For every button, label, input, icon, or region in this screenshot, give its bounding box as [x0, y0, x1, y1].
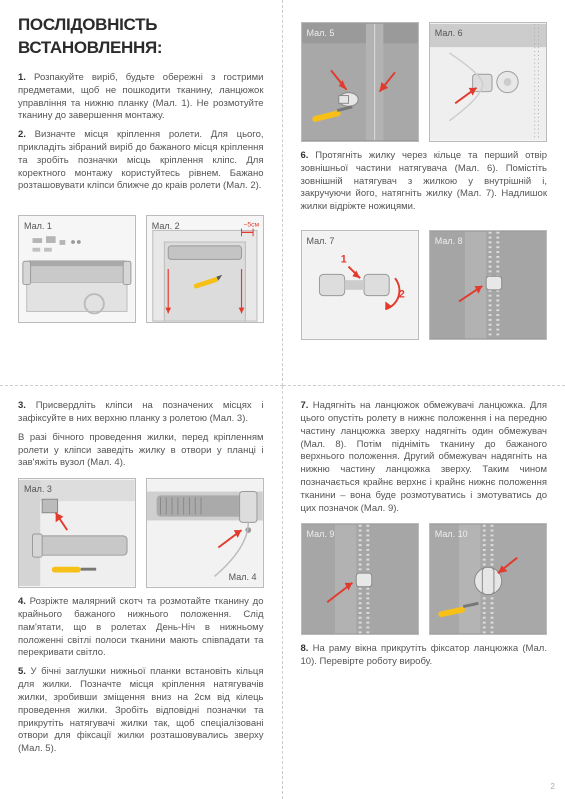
svg-text:~5см: ~5см: [243, 222, 259, 229]
page-number: 2: [551, 782, 555, 793]
step-3-text: 3. Присвердліть кліпси на позначених міс…: [18, 400, 264, 426]
figure-3: Мал. 3: [18, 478, 136, 588]
quadrant-2: Мал. 5: [283, 0, 565, 386]
figure-3-label: Мал. 3: [24, 483, 52, 495]
figure-2-label: Мал. 2: [152, 220, 180, 232]
step-4-text: 4. Розріжте малярний скотч та розмотайте…: [18, 596, 264, 660]
quadrant-1: ПОСЛІДОВНІСТЬ ВСТАНОВЛЕННЯ: 1. Розпакуйт…: [0, 0, 283, 386]
figure-7-label: Мал. 7: [307, 235, 335, 247]
step-1-text: 1. Розпакуйте виріб, будьте обережні з г…: [18, 72, 264, 123]
figure-10: Мал. 10: [429, 523, 547, 635]
step-7-text: 7. Надягніть на ланцюжок обмежувачі ланц…: [301, 400, 548, 515]
step-6-text: 6. Протягніть жилку через кільце та перш…: [301, 150, 548, 214]
quadrant-4: 7. Надягніть на ланцюжок обмежувачі ланц…: [283, 386, 565, 799]
figure-6: Мал. 6: [429, 22, 547, 142]
page-title: ПОСЛІДОВНІСТЬ ВСТАНОВЛЕННЯ:: [18, 14, 264, 60]
figure-6-label: Мал. 6: [435, 27, 463, 39]
figure-1: Мал. 1: [18, 215, 136, 323]
svg-text:2: 2: [398, 289, 404, 301]
figure-4: Мал. 4: [146, 478, 264, 588]
figure-1-label: Мал. 1: [24, 220, 52, 232]
step-2-text: 2. Визначте місця кріплення ролети. Для …: [18, 129, 264, 193]
figure-9: Мал. 9: [301, 523, 419, 635]
svg-text:1: 1: [340, 254, 346, 266]
figure-8-label: Мал. 8: [435, 235, 463, 247]
figure-5: Мал. 5: [301, 22, 419, 142]
figure-10-label: Мал. 10: [435, 528, 468, 540]
figure-8: Мал. 8: [429, 230, 547, 340]
figure-5-label: Мал. 5: [307, 27, 335, 39]
step-5-text: 5. У бічні заглушки нижньої планки встан…: [18, 666, 264, 756]
figure-2: Мал. 2 ~5см: [146, 215, 264, 323]
figure-7: Мал. 7 1 2: [301, 230, 419, 340]
step-8-text: 8. На раму вікна прикрутіть фіксатор лан…: [301, 643, 548, 669]
step-3b-text: В разі бічного проведення жилки, перед к…: [18, 432, 264, 470]
figure-9-label: Мал. 9: [307, 528, 335, 540]
quadrant-3: 3. Присвердліть кліпси на позначених міс…: [0, 386, 283, 799]
figure-4-label: Мал. 4: [229, 571, 257, 583]
